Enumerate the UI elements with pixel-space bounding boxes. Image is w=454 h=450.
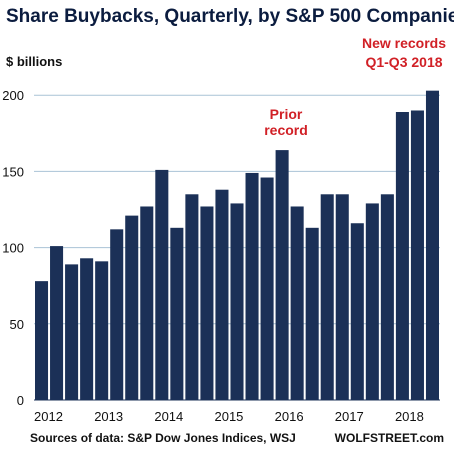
y-tick-100: 100 (2, 241, 24, 256)
x-tick-2018: 2018 (395, 409, 424, 424)
bar-11 (185, 194, 199, 400)
bar-26 (410, 110, 424, 400)
bar-5 (95, 261, 109, 400)
bar-23 (365, 203, 379, 400)
new-records-annotation: New records Q1-Q3 2018 (362, 35, 446, 70)
bar-4 (80, 258, 94, 400)
brand-text: WOLFSTREET.com (335, 431, 444, 445)
anno-new-line-2: Q1-Q3 2018 (365, 54, 442, 70)
bar-15 (245, 172, 259, 400)
prior-record-annotation: Prior record (264, 106, 308, 138)
bar-22 (350, 223, 364, 400)
chart-title: Share Buybacks, Quarterly, by S&P 500 Co… (6, 6, 454, 27)
bar-3 (65, 264, 79, 400)
x-tick-2017: 2017 (335, 409, 364, 424)
y-tick-150: 150 (2, 164, 24, 179)
anno-new-line-1: New records (362, 35, 446, 51)
source-text: Sources of data: S&P Dow Jones Indices, … (30, 431, 296, 445)
bar-6 (110, 229, 124, 400)
x-tick-2014: 2014 (154, 409, 183, 424)
x-tick-labels: 2012 2013 2014 2015 2016 2017 2018 (34, 409, 424, 424)
y-tick-0: 0 (17, 393, 24, 408)
bar-7 (125, 215, 139, 400)
bar-2 (50, 246, 64, 400)
x-tick-2015: 2015 (214, 409, 243, 424)
y-axis-label: $ billions (6, 54, 62, 69)
anno-prior-line-2: record (264, 122, 308, 138)
bar-24 (380, 194, 394, 400)
bar-12 (200, 206, 214, 400)
y-tick-50: 50 (10, 317, 24, 332)
bar-17 (275, 150, 289, 400)
bar-27 (425, 90, 439, 401)
bar-9 (155, 169, 169, 400)
bar-19 (305, 227, 319, 400)
bar-20 (320, 194, 334, 400)
x-tick-2016: 2016 (275, 409, 304, 424)
bar-10 (170, 227, 184, 400)
bar-14 (230, 203, 244, 400)
y-tick-labels: 0 50 100 150 200 (2, 88, 24, 408)
bars (35, 90, 439, 401)
y-tick-200: 200 (2, 88, 24, 103)
bar-1 (35, 281, 49, 400)
bar-21 (335, 194, 349, 400)
bar-16 (260, 177, 274, 400)
x-tick-2012: 2012 (34, 409, 63, 424)
bar-18 (290, 206, 304, 400)
bar-25 (395, 112, 409, 400)
x-tick-2013: 2013 (94, 409, 123, 424)
bar-13 (215, 189, 229, 400)
bar-8 (140, 206, 154, 400)
anno-prior-line-1: Prior (270, 106, 303, 122)
